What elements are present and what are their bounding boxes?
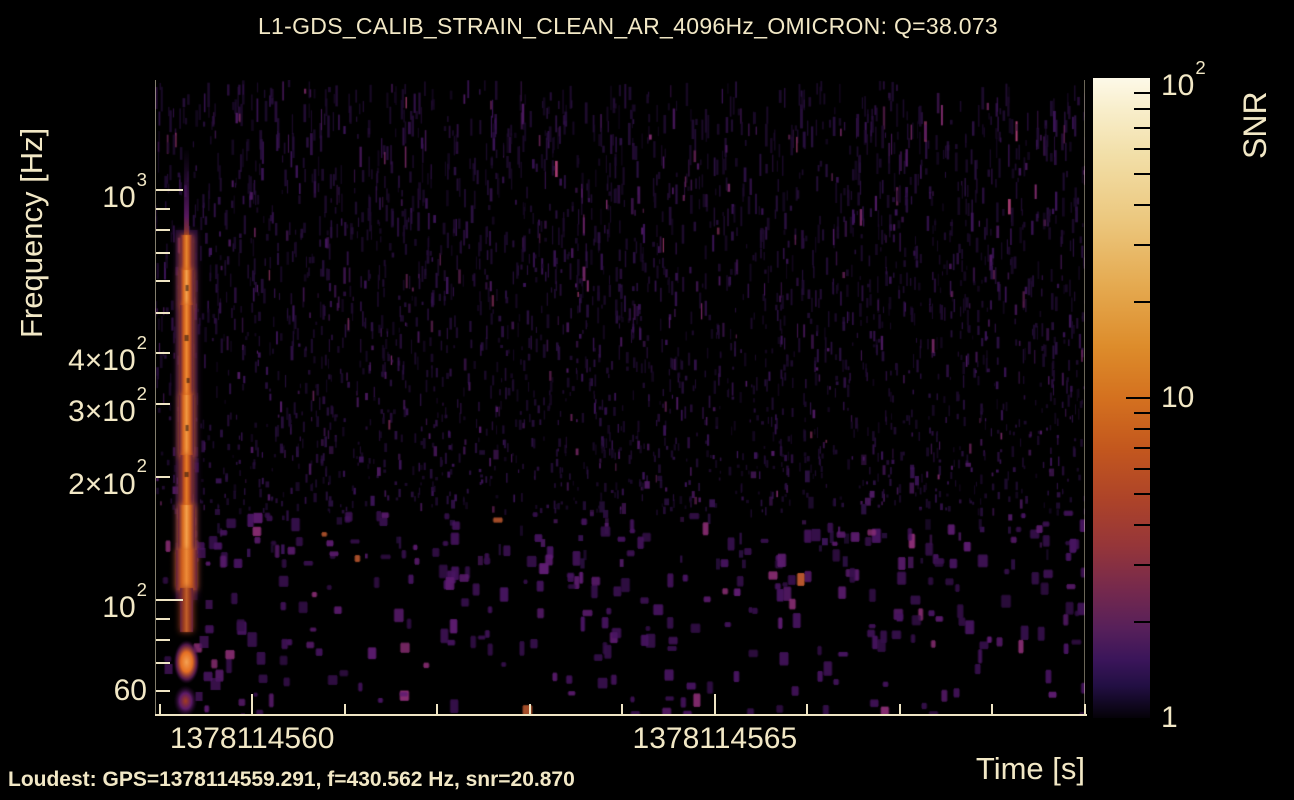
x-tick-1378114568 [991, 704, 994, 714]
y-tick-1000 [156, 188, 183, 191]
y-tick-label-60: 60 [113, 673, 147, 707]
exponent: 2 [136, 578, 147, 600]
x-tick-1378114559 [158, 704, 161, 714]
y-tick-100 [156, 598, 183, 601]
x-tick-1378114564 [621, 704, 624, 714]
exponent: 3 [136, 168, 147, 190]
x-tick-label-1378114565: 1378114565 [632, 722, 798, 755]
x-axis-title: Time [s] [975, 751, 1085, 786]
colorbar-tick-20 [1134, 300, 1150, 303]
colorbar-tick-60 [1134, 147, 1150, 150]
x-tick-1378114561 [343, 704, 346, 714]
spectrogram-canvas [155, 80, 1085, 714]
colorbar-tick-6 [1134, 467, 1150, 470]
y-tick-900 [156, 207, 170, 210]
y-tick-500 [156, 312, 170, 315]
y-tick-700 [156, 252, 170, 255]
x-axis-line [155, 714, 1087, 716]
colorbar-tick-8 [1134, 428, 1150, 430]
colorbar-tick-90 [1134, 91, 1150, 94]
y-tick-label-100: 102 [102, 578, 147, 624]
y-axis-line [155, 80, 156, 716]
x-tick-1378114563 [528, 704, 531, 714]
y-tick-400 [156, 352, 170, 355]
colorbar-tick-30 [1134, 244, 1150, 247]
x-tick-1378114569 [1084, 704, 1086, 714]
colorbar-tick-7 [1134, 446, 1150, 449]
y-tick-300 [156, 403, 170, 406]
y-tick-800 [156, 228, 170, 231]
y-tick-70 [156, 662, 170, 665]
exponent: 2 [136, 331, 147, 353]
loudest-event-caption: Loudest: GPS=1378114559.291, f=430.562 H… [8, 768, 575, 791]
colorbar-tick-80 [1134, 108, 1150, 110]
y-tick-200 [156, 475, 170, 478]
x-tick-1378114565 [713, 694, 716, 714]
x-tick-label-1378114560: 1378114560 [169, 722, 335, 755]
colorbar-title: SNR [1237, 91, 1273, 159]
colorbar-tick-label-10: 10 [1161, 381, 1195, 414]
colorbar-tick-5 [1134, 493, 1150, 496]
page-title: L1-GDS_CALIB_STRAIN_CLEAN_AR_4096Hz_OMIC… [257, 13, 999, 39]
right-axis-line [1084, 80, 1085, 716]
colorbar-tick-3 [1134, 564, 1150, 567]
exponent: 2 [136, 383, 147, 405]
colorbar-tick-50 [1134, 173, 1150, 176]
y-tick-80 [156, 638, 170, 641]
x-tick-1378114560 [251, 694, 254, 714]
x-tick-1378114566 [806, 704, 809, 714]
y-tick-90 [156, 617, 170, 620]
colorbar-tick-40 [1134, 204, 1150, 207]
y-tick-60 [156, 689, 170, 692]
colorbar-tick-label-100: 102 [1161, 56, 1206, 102]
y-tick-label-200: 2×102 [68, 455, 147, 501]
y-tick-label-400: 4×102 [68, 331, 147, 378]
colorbar-tick-10 [1126, 397, 1150, 399]
x-tick-1378114562 [436, 704, 439, 714]
colorbar-tick-4 [1134, 524, 1150, 527]
y-tick-600 [156, 279, 170, 282]
y-axis-title: Frequency [Hz] [14, 127, 49, 338]
y-tick-label-1000: 103 [102, 168, 147, 214]
y-tick-label-300: 3×102 [68, 383, 147, 429]
colorbar-tick-label-1: 1 [1161, 701, 1178, 734]
colorbar-tick-70 [1134, 126, 1150, 129]
colorbar-tick-9 [1134, 411, 1150, 414]
exponent: 2 [136, 455, 147, 477]
exponent: 2 [1195, 56, 1206, 78]
spectrogram-plot-area [155, 80, 1085, 714]
x-tick-1378114567 [898, 704, 901, 714]
colorbar-tick-2 [1134, 620, 1150, 623]
